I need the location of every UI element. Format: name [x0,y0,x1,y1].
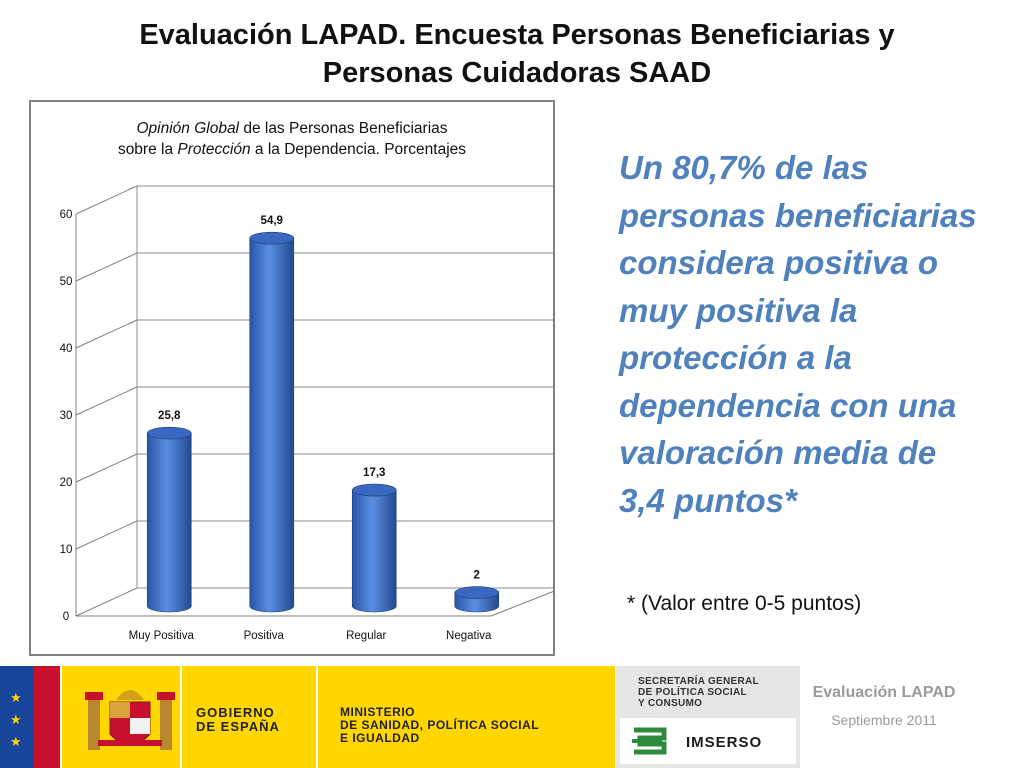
imserso-icon [632,727,667,755]
x-category-label: Muy Positiva [129,630,195,642]
slide-title-line-1: Evaluación LAPAD. Encuesta Personas Bene… [139,19,895,51]
flag-blue-stripe [0,666,34,768]
bar-top [146,426,192,440]
bar-top [249,231,295,245]
eu-spain-flag: ★ ★ ★ [0,666,60,768]
imserso-logo [620,718,796,764]
star-icon: ★ [10,712,22,727]
y-tick-label: 30 [60,410,73,422]
y-tick-label: 50 [60,276,73,288]
government-band [62,666,615,768]
chart-title-pre-2: sobre la [117,141,178,158]
gridline-diagonal [75,252,138,282]
gobierno-line-2: DE ESPAÑA [196,719,280,734]
bar-top [454,586,500,599]
headline-text: Un 80,7% de las personas beneficiarias c… [619,149,977,519]
footer-logos: ★ ★ ★ GOBIERNO DE ESPAÑA MINISTERIO DE S… [0,664,1024,768]
ministerio-line-3: E IGUALDAD [340,731,420,745]
bar [351,489,397,613]
y-tick-label: 0 [63,611,69,623]
y-tick-label: 20 [60,477,73,489]
ministerio-line-1: MINISTERIO [340,705,416,719]
secretaria-line-3: Y CONSUMO [638,698,703,709]
gridline-diagonal [75,319,138,349]
bar-value-label: 54,9 [261,215,283,227]
bar-top [351,483,397,497]
bar-value-label: 2 [474,570,480,582]
chart-title-italic-1: Opinión Global [136,120,240,137]
gobierno-line-1: GOBIERNO [196,705,275,720]
ministerio-label: MINISTERIO DE SANIDAD, POLÍTICA SOCIAL E… [340,706,539,745]
secretaria-label: SECRETARÍA GENERAL DE POLÍTICA SOCIAL Y … [638,676,759,709]
footer-divider [316,664,318,768]
chart-title-italic-2: Protección [177,141,251,158]
star-icon: ★ [10,734,22,749]
bar-value-label: 25,8 [158,410,181,422]
footnote-text: * (Valor entre 0-5 puntos) [627,592,862,615]
bar [146,432,192,613]
chart-title-line-2: sobre la Protección a la Dependencia. Po… [31,139,553,160]
y-tick-label: 40 [60,343,73,355]
ministerio-line-2: DE SANIDAD, POLÍTICA SOCIAL [340,718,540,732]
date-label: Septiembre 2011 [831,712,937,728]
star-icon: ★ [10,690,22,705]
bar-chart: 0 10 20 30 40 50 60 25,8 Muy Positiva 54,9 Positiv… [60,185,553,642]
gobierno-label: GOBIERNO DE ESPAÑA [196,706,280,734]
floor-edge [490,591,553,617]
slide-title: Evaluación LAPAD. Encuesta Personas Bene… [60,16,974,92]
y-tick-label: 60 [60,209,73,221]
gridline-diagonal [75,453,138,483]
chart-title-line-1: Opinión Global de las Personas Beneficia… [31,118,553,139]
x-category-label: Regular [346,630,386,642]
slide-title-line-2: Personas Cuidadoras SAAD [322,57,712,89]
chart-title-rest-1: de las Personas Beneficiarias [239,120,448,137]
footer-divider [180,664,182,768]
x-category-label: Negativa [446,630,492,642]
gridline-diagonal [75,185,138,215]
evaluation-label: Evaluación LAPAD [812,684,956,701]
secretaria-line-2: DE POLÍTICA SOCIAL [638,687,747,698]
chart-title: Opinión Global de las Personas Beneficia… [31,118,553,160]
flag-red-stripe [34,666,60,768]
coat-of-arms-icon [85,690,175,750]
imserso-label: IMSERSO [686,734,763,751]
gridline-diagonal [75,587,138,617]
chart-title-rest-2: a la Dependencia. Porcentajes [250,141,467,158]
y-tick-label: 10 [60,544,73,556]
gridline-diagonal [75,520,138,550]
x-category-label: Positiva [244,630,285,642]
bar [249,237,295,613]
secretaria-line-1: SECRETARÍA GENERAL [638,676,759,687]
chart-container: Opinión Global de las Personas Beneficia… [29,100,555,656]
gridline-diagonal [75,386,138,416]
bar-value-label: 17,3 [363,467,385,479]
